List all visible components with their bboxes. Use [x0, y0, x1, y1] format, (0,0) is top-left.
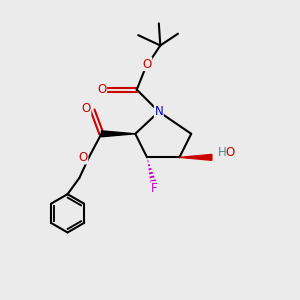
Polygon shape — [179, 154, 212, 160]
Text: O: O — [79, 151, 88, 164]
Text: H: H — [218, 146, 226, 159]
Text: O: O — [226, 146, 235, 159]
Text: O: O — [82, 102, 91, 115]
Text: O: O — [98, 83, 106, 96]
Text: N: N — [154, 105, 163, 118]
Text: O: O — [142, 58, 152, 70]
Text: F: F — [151, 182, 158, 195]
Polygon shape — [101, 131, 135, 137]
